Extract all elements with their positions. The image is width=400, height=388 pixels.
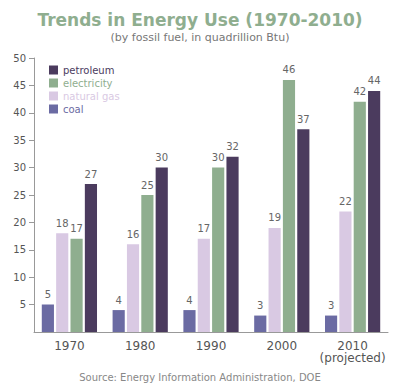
svg-text:40: 40 [13,107,26,118]
svg-text:42: 42 [353,86,366,97]
svg-text:5: 5 [20,299,26,310]
svg-text:30: 30 [13,162,26,173]
svg-text:16: 16 [127,229,140,240]
svg-text:2000: 2000 [267,339,298,353]
svg-text:44: 44 [368,75,381,86]
svg-text:3: 3 [328,300,334,311]
svg-text:Source: Energy Information Adm: Source: Energy Information Administratio… [79,372,321,383]
svg-text:30: 30 [155,152,168,163]
svg-text:25: 25 [141,180,154,191]
svg-text:Trends in Energy Use (1970-201: Trends in Energy Use (1970-2010) [37,10,362,30]
svg-text:4: 4 [186,295,192,306]
svg-text:1980: 1980 [125,339,156,353]
svg-text:17: 17 [70,223,83,234]
svg-text:(projected): (projected) [320,351,386,365]
svg-text:20: 20 [13,217,26,228]
svg-text:22: 22 [339,196,352,207]
svg-text:3: 3 [257,300,263,311]
svg-text:1970: 1970 [54,339,85,353]
svg-text:natural gas: natural gas [63,91,120,102]
svg-text:5: 5 [45,289,51,300]
svg-text:2010: 2010 [337,339,368,353]
svg-text:46: 46 [283,64,296,75]
svg-text:27: 27 [85,169,98,180]
svg-text:(by fossil fuel, in quadrillio: (by fossil fuel, in quadrillion Btu) [111,31,290,44]
svg-text:1990: 1990 [196,339,227,353]
svg-text:4: 4 [115,295,121,306]
svg-text:25: 25 [13,190,26,201]
svg-text:17: 17 [197,223,210,234]
svg-text:electricity: electricity [63,78,113,89]
svg-text:35: 35 [13,135,26,146]
svg-text:coal: coal [63,104,84,115]
svg-text:32: 32 [226,141,239,152]
svg-text:18: 18 [56,218,69,229]
svg-text:petroleum: petroleum [63,65,114,76]
svg-text:50: 50 [13,53,26,64]
svg-text:15: 15 [13,244,26,255]
svg-text:19: 19 [268,212,281,223]
svg-text:10: 10 [13,272,26,283]
svg-text:30: 30 [212,152,225,163]
svg-text:37: 37 [297,114,310,125]
svg-text:45: 45 [13,80,26,91]
